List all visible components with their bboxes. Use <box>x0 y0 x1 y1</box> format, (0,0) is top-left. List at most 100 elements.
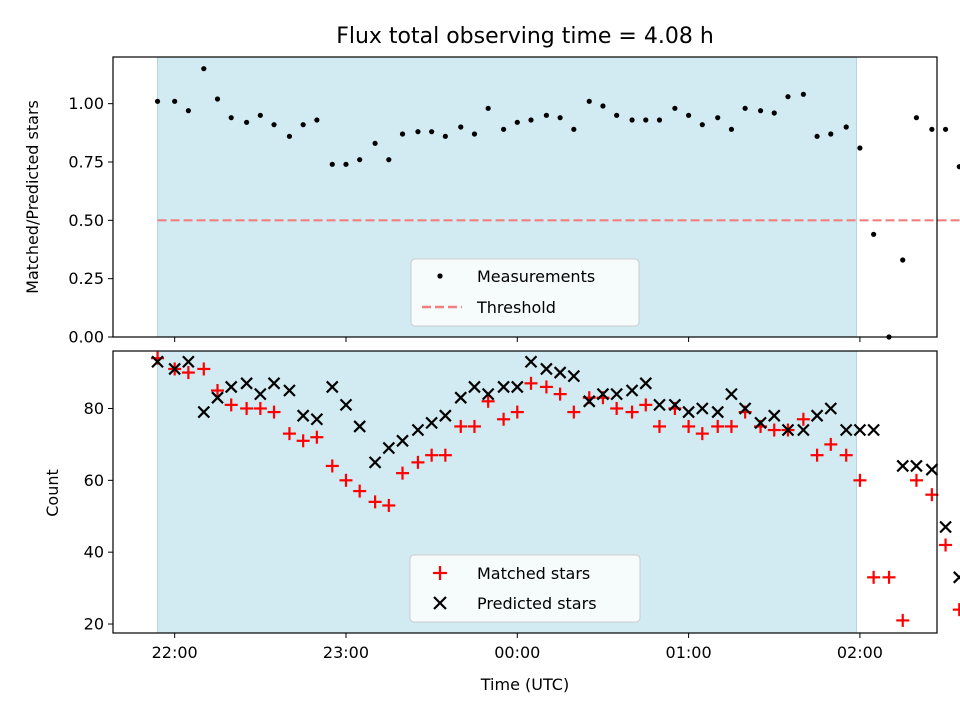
measurement-point <box>172 98 178 104</box>
predicted-x-b <box>325 380 339 394</box>
measurement-point <box>715 115 721 121</box>
bottom-y-tick-label: 40 <box>84 543 104 562</box>
measurement-point <box>528 117 534 123</box>
matched-star-point <box>796 412 810 426</box>
predicted-x-b <box>497 380 510 394</box>
predicted-star-point <box>696 402 709 415</box>
predicted-star-point <box>211 391 224 404</box>
bottom-y-tick-label: 20 <box>84 615 104 634</box>
predicted-star-point <box>582 395 596 408</box>
predicted-x-b <box>639 377 653 390</box>
measurement-point <box>557 115 563 121</box>
predicted-x-b <box>910 459 923 473</box>
legend-predicted-marker <box>433 596 447 610</box>
predicted-star-point <box>610 387 623 401</box>
predicted-x-b <box>567 369 581 383</box>
measurement-point <box>514 119 520 125</box>
predicted-star-point <box>296 409 310 422</box>
measurement-point <box>571 126 577 132</box>
measurement-point <box>458 124 464 130</box>
predicted-x-b <box>296 409 310 422</box>
matched-star-point <box>610 401 624 415</box>
predicted-star-point <box>553 366 567 379</box>
matched-star-point <box>481 394 495 408</box>
predicted-star-point <box>439 409 452 422</box>
top-x-ticks <box>174 337 861 342</box>
predicted-x-b <box>610 387 623 401</box>
matched-star-point <box>510 405 524 419</box>
matched-star-point <box>625 405 639 419</box>
measurement-point <box>329 161 335 167</box>
top-axes-frame <box>112 56 938 338</box>
predicted-star-point <box>540 362 553 376</box>
measurement-point <box>485 105 491 111</box>
predicted-star-point <box>339 398 353 412</box>
matched-star-point <box>210 384 224 398</box>
measurement-point <box>185 108 191 114</box>
predicted-x-b <box>353 420 366 433</box>
predicted-x-b <box>781 423 795 437</box>
top-y-ticks: 0.00 0.25 0.50 0.75 1.00 <box>68 94 113 347</box>
predicted-star-point <box>738 402 752 415</box>
matched-star-point <box>553 387 567 401</box>
measurement-point <box>271 122 277 128</box>
predicted-x-b <box>653 398 666 412</box>
x-axis-label: Time (UTC) <box>480 675 569 694</box>
matched-star-point <box>839 448 853 462</box>
matched-star-point <box>425 448 439 462</box>
predicted-x-b <box>767 409 781 422</box>
top-y-tick-label: 0.75 <box>68 153 104 172</box>
measurement-point <box>828 131 834 137</box>
predicted-x-b <box>468 380 481 394</box>
predicted-star-point <box>168 362 181 376</box>
predicted-star-point <box>682 405 695 419</box>
matched-star-point <box>524 376 538 390</box>
predicted-x-b <box>952 575 960 584</box>
predicted-star-point <box>197 405 211 419</box>
predicted-star-point <box>411 423 425 437</box>
predicted-stars-points <box>151 355 960 584</box>
matched-star-point <box>197 362 211 376</box>
predicted-x-b <box>696 402 709 415</box>
legend-predicted-label: Predicted stars <box>477 594 597 613</box>
predicted-x-b <box>254 387 267 401</box>
predicted-star-point <box>810 409 824 422</box>
predicted-x-b <box>310 412 324 426</box>
predicted-x-b <box>267 377 281 390</box>
top-y-tick-label: 0.50 <box>68 211 104 230</box>
measurement-point <box>843 124 849 130</box>
predicted-x-b <box>682 405 695 419</box>
matched-star-point <box>240 401 254 415</box>
predicted-star-point <box>182 355 195 369</box>
matched-stars-points <box>151 351 960 627</box>
predicted-x-b <box>853 423 867 437</box>
legend-measurements-label: Measurements <box>477 267 595 286</box>
predicted-x-b <box>283 384 296 397</box>
predicted-star-point <box>867 423 880 437</box>
matched-star-point <box>952 603 960 617</box>
matched-star-point <box>682 419 696 433</box>
predicted-star-point <box>310 412 324 426</box>
predicted-star-point <box>396 434 409 448</box>
predicted-star-point <box>382 441 396 455</box>
measurement-point <box>343 161 349 167</box>
measurement-point <box>614 112 620 118</box>
measurement-point <box>257 112 263 118</box>
predicted-x-b <box>939 520 952 534</box>
predicted-star-point <box>567 369 581 383</box>
legend-matched-marker <box>433 566 447 580</box>
measurement-point <box>429 129 435 135</box>
predicted-star-point <box>481 387 495 401</box>
measurement-point <box>442 133 448 139</box>
bottom-y-tick-label: 80 <box>84 399 104 418</box>
predicted-x-b <box>824 402 838 415</box>
predicted-x-b <box>511 380 524 394</box>
bottom-x-tick-label: 01:00 <box>666 643 712 662</box>
matched-star-point <box>438 448 452 462</box>
predicted-star-point <box>468 380 481 394</box>
measurement-point <box>871 231 877 237</box>
matched-star-point <box>639 398 653 412</box>
bottom-y-tick-label: 60 <box>84 471 104 490</box>
measurement-point <box>201 66 207 72</box>
top-y-tick-label: 0.25 <box>68 269 104 288</box>
